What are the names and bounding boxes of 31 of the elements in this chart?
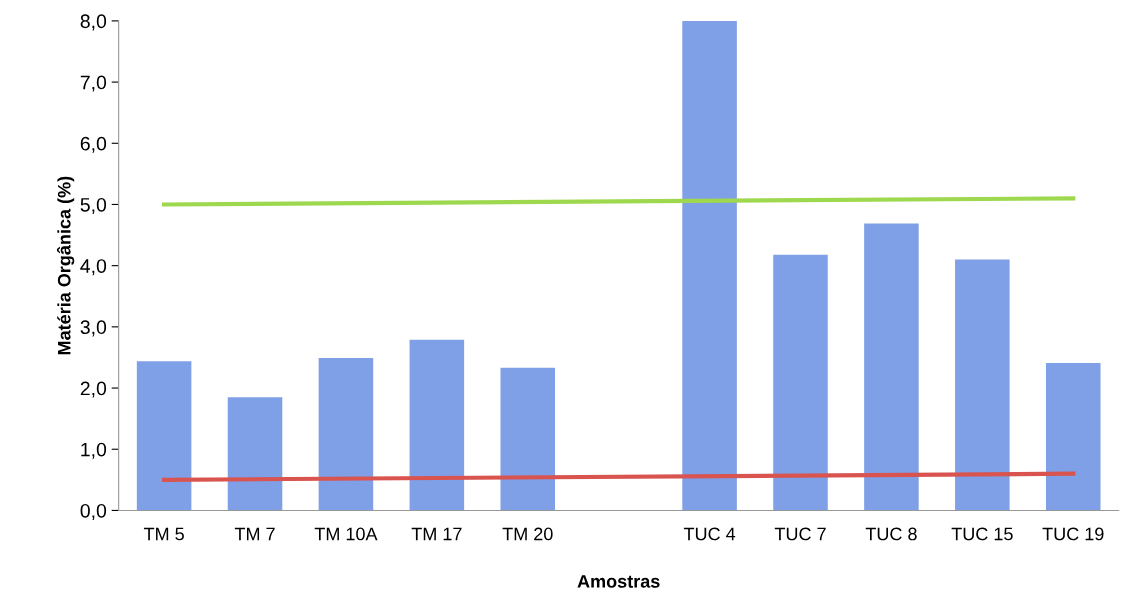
x-axis-title: Amostras bbox=[577, 575, 660, 588]
x-tick-label: TUC 15 bbox=[951, 527, 1013, 541]
bar bbox=[500, 367, 556, 511]
x-tick-label: TM 20 bbox=[502, 527, 553, 541]
x-tick-label: TM 10A bbox=[314, 527, 378, 541]
x-tick-label: TM 17 bbox=[411, 527, 462, 541]
bar bbox=[409, 339, 465, 511]
y-tick-label: 7,0 bbox=[80, 75, 107, 92]
bar bbox=[682, 20, 737, 511]
y-tick-label: 1,0 bbox=[81, 442, 107, 459]
x-tick-label: TUC 8 bbox=[865, 527, 917, 541]
x-tick-label: TUC 7 bbox=[774, 527, 826, 541]
x-tick-label: TM 7 bbox=[234, 527, 275, 541]
y-tick-label: 2,0 bbox=[80, 381, 107, 398]
bar bbox=[318, 358, 374, 511]
y-tick-label: 6,0 bbox=[80, 136, 107, 153]
bar bbox=[1045, 362, 1101, 511]
x-tick-label: TUC 19 bbox=[1042, 527, 1104, 541]
y-tick-label: 0,0 bbox=[80, 503, 107, 520]
y-tick-label: 8,0 bbox=[80, 14, 107, 31]
bar bbox=[955, 259, 1010, 511]
y-tick-label: 5,0 bbox=[80, 197, 107, 215]
y-tick-label: 4,0 bbox=[80, 259, 107, 276]
bar bbox=[864, 223, 919, 511]
bar bbox=[136, 361, 192, 511]
bar bbox=[773, 254, 828, 511]
x-tick-label: TUC 4 bbox=[683, 527, 736, 541]
y-tick-label: 3,0 bbox=[80, 320, 107, 337]
x-tick-label: TM 5 bbox=[143, 527, 184, 541]
y-axis-title: Matéria Orgânica (%) bbox=[56, 176, 75, 355]
bar bbox=[227, 397, 283, 511]
